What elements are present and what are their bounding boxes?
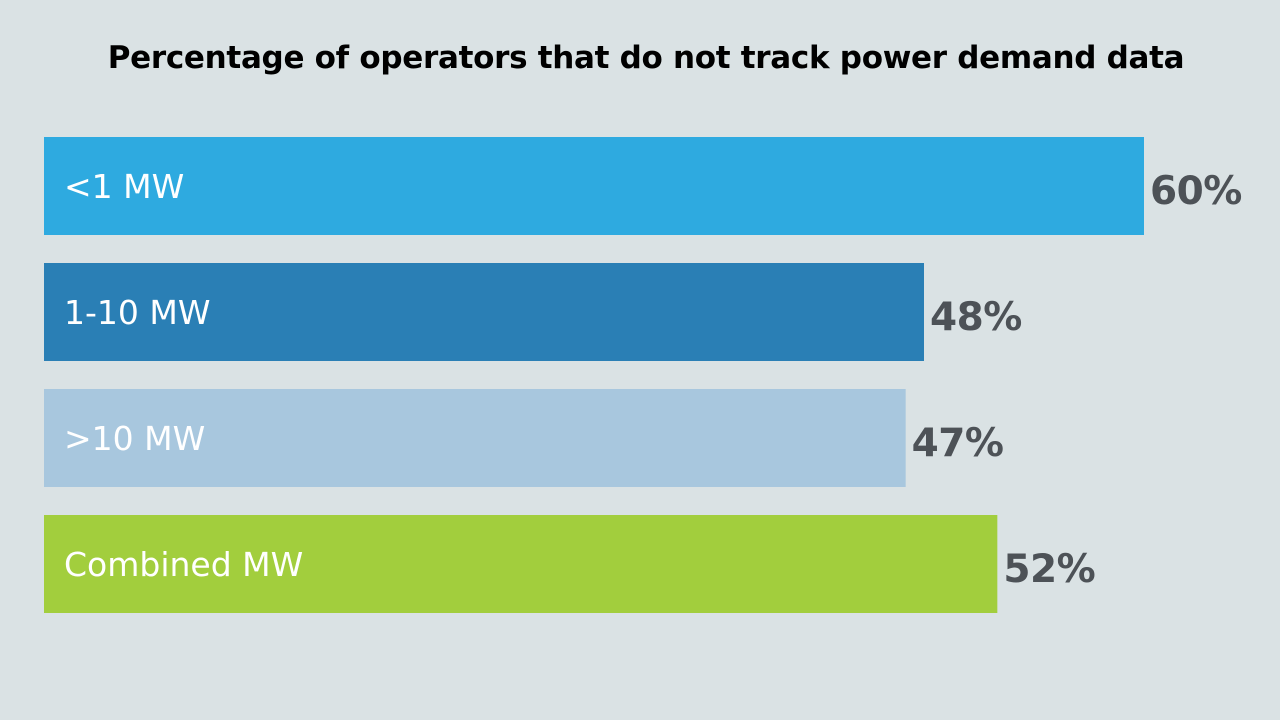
value-label-lt-1mw: 60% <box>1150 169 1242 214</box>
bar-combined-mw <box>44 515 998 613</box>
bar-gt-10mw <box>44 389 906 487</box>
category-label-combined-mw: Combined MW <box>64 545 303 584</box>
bar-1-10mw <box>44 263 924 361</box>
value-label-1-10mw: 48% <box>930 295 1022 340</box>
category-label-gt-10mw: >10 MW <box>64 419 205 458</box>
category-label-lt-1mw: <1 MW <box>64 167 184 206</box>
value-label-gt-10mw: 47% <box>912 421 1004 466</box>
bar-lt-1mw <box>44 137 1144 235</box>
chart-title: Percentage of operators that do not trac… <box>107 40 1185 76</box>
category-label-1-10mw: 1-10 MW <box>64 293 211 332</box>
value-label-combined-mw: 52% <box>1003 547 1095 592</box>
